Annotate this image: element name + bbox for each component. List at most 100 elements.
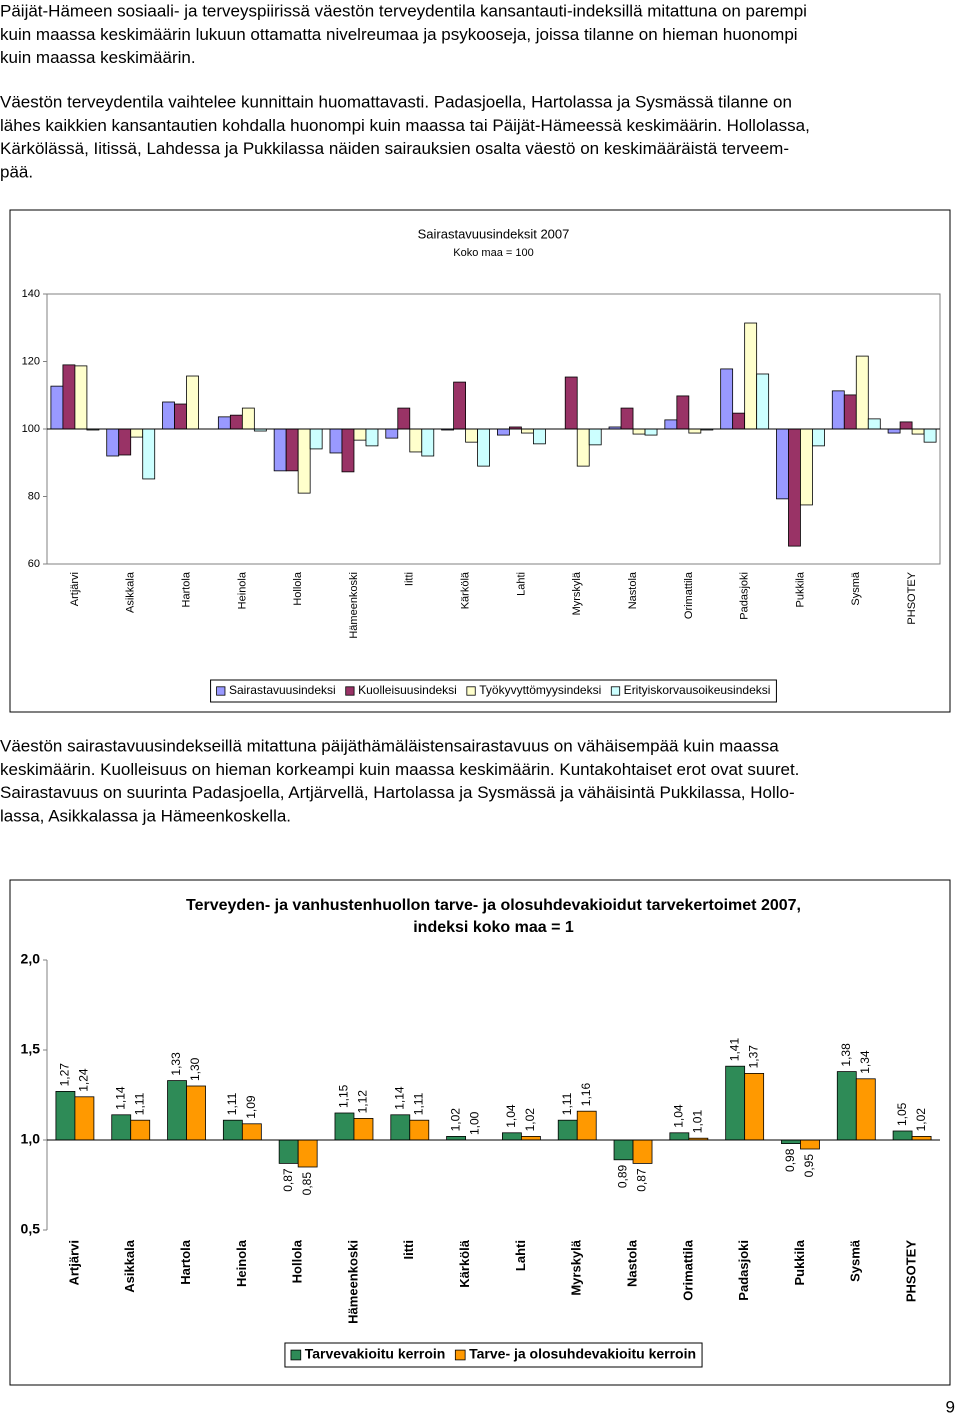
bar bbox=[142, 428, 156, 480]
legend-label: Tarvevakioitu kerroin bbox=[305, 1346, 446, 1362]
data-label: 1,37 bbox=[746, 1045, 760, 1069]
bar bbox=[664, 419, 678, 430]
bar bbox=[843, 394, 857, 430]
data-label: 1,12 bbox=[356, 1090, 370, 1114]
bar bbox=[106, 428, 120, 457]
bar bbox=[502, 1132, 522, 1141]
chart-title: Terveyden- ja vanhustenhuollon tarve- ja… bbox=[186, 897, 801, 914]
paragraph-line: Sairastavuus on suurinta Padasjoella, Ar… bbox=[0, 783, 795, 802]
y-tick-label: 60 bbox=[28, 558, 40, 570]
x-tick-label: Lahti bbox=[513, 1240, 528, 1271]
bar bbox=[831, 390, 845, 430]
bar bbox=[744, 1073, 765, 1141]
bar bbox=[588, 428, 602, 446]
bar bbox=[409, 428, 423, 453]
paragraph-line: Väestön terveydentila vaihtelee kunnitta… bbox=[0, 92, 792, 111]
legend-swatch bbox=[466, 686, 476, 696]
bar bbox=[521, 1136, 541, 1141]
y-tick-label: 0,5 bbox=[21, 1221, 41, 1237]
x-tick-label: Sysmä bbox=[848, 1239, 863, 1282]
bar bbox=[285, 428, 299, 472]
data-label: 1,16 bbox=[579, 1083, 593, 1107]
bar bbox=[186, 1085, 206, 1141]
x-tick-label: Myrskylä bbox=[571, 571, 583, 615]
data-label: 1,11 bbox=[225, 1092, 239, 1115]
x-tick-label: Hämeenkoski bbox=[348, 572, 360, 639]
page-number: 9 bbox=[946, 1397, 955, 1416]
x-tick-label: Nastola bbox=[624, 1239, 639, 1287]
y-tick-label: 120 bbox=[22, 355, 40, 367]
legend-swatch bbox=[345, 686, 355, 696]
legend-swatch bbox=[216, 686, 226, 696]
bar bbox=[576, 1110, 597, 1141]
bar bbox=[632, 1139, 653, 1164]
x-tick-label: Kärkölä bbox=[460, 571, 472, 609]
x-tick-label: Lahti bbox=[515, 572, 527, 596]
bar bbox=[892, 1130, 913, 1141]
legend-label: Sairastavuusindeksi bbox=[229, 683, 336, 697]
y-tick-label: 1,5 bbox=[21, 1041, 41, 1057]
bar bbox=[186, 375, 199, 430]
x-tick-label: PHSOTEY bbox=[904, 1240, 919, 1302]
bar bbox=[217, 416, 231, 430]
bar bbox=[50, 385, 64, 430]
bar bbox=[167, 1080, 187, 1141]
paragraph-line: lassa, Asikkalassa ja Hämeenkoskella. bbox=[0, 806, 291, 825]
x-tick-label: Orimattila bbox=[683, 571, 695, 619]
x-tick-label: Sysmä bbox=[850, 571, 862, 606]
bar bbox=[390, 1114, 411, 1141]
bar bbox=[334, 1112, 355, 1141]
chart: Terveyden- ja vanhustenhuollon tarve- ja… bbox=[9, 879, 951, 1386]
x-tick-label: Orimattila bbox=[680, 1239, 695, 1300]
bar bbox=[353, 428, 367, 441]
bar bbox=[887, 428, 901, 434]
data-label: 1,14 bbox=[392, 1086, 406, 1110]
y-tick-label: 2,0 bbox=[21, 951, 41, 967]
bar bbox=[781, 1139, 801, 1144]
bar bbox=[477, 428, 490, 467]
bar bbox=[74, 1096, 95, 1141]
bar bbox=[744, 322, 758, 430]
bar bbox=[118, 428, 132, 456]
x-tick-label: Hämeenkoski bbox=[345, 1240, 360, 1324]
data-label: 0,87 bbox=[635, 1168, 649, 1192]
x-tick-label: Asikkala bbox=[122, 1239, 137, 1293]
x-tick-label: Iitti bbox=[401, 1240, 416, 1260]
bar bbox=[756, 373, 770, 430]
bar bbox=[688, 428, 702, 434]
bar bbox=[385, 428, 399, 439]
data-label: 1,05 bbox=[895, 1102, 909, 1126]
x-tick-label: Asikkala bbox=[125, 571, 137, 613]
data-label: 1,02 bbox=[448, 1108, 462, 1132]
y-tick-label: 80 bbox=[28, 490, 40, 502]
bar bbox=[421, 428, 435, 457]
data-label: 1,09 bbox=[244, 1095, 258, 1119]
bar bbox=[613, 1139, 634, 1161]
data-label: 1,11 bbox=[411, 1092, 425, 1115]
bar bbox=[130, 1119, 151, 1141]
bar bbox=[409, 1119, 430, 1141]
x-tick-label: PHSOTEY bbox=[906, 571, 918, 624]
legend-box bbox=[210, 679, 777, 703]
bar bbox=[62, 364, 76, 430]
data-label: 1,34 bbox=[858, 1050, 872, 1074]
chart-frame bbox=[9, 209, 951, 713]
bar bbox=[241, 1123, 262, 1141]
x-tick-label: Padasjoki bbox=[739, 572, 751, 620]
y-tick-label: 140 bbox=[22, 288, 40, 300]
chart: Sairastavuusindeksit 2007 Koko maa = 100 6… bbox=[9, 209, 951, 713]
data-label: 0,98 bbox=[783, 1148, 797, 1172]
bar bbox=[620, 407, 634, 430]
bar bbox=[309, 428, 323, 450]
bar bbox=[855, 355, 869, 430]
bar bbox=[776, 428, 789, 500]
data-label: 1,04 bbox=[672, 1104, 686, 1128]
legend-label: Erityiskorvausoikeusindeksi bbox=[624, 683, 771, 697]
data-label: 1,30 bbox=[188, 1057, 202, 1081]
bar bbox=[229, 414, 243, 430]
bar bbox=[867, 418, 881, 430]
x-tick-label: Kärkölä bbox=[457, 1239, 472, 1287]
paragraph-line: lähes kaikkien kansantautien kohdalla hu… bbox=[0, 116, 810, 135]
bar bbox=[341, 428, 355, 473]
bar bbox=[788, 428, 801, 547]
